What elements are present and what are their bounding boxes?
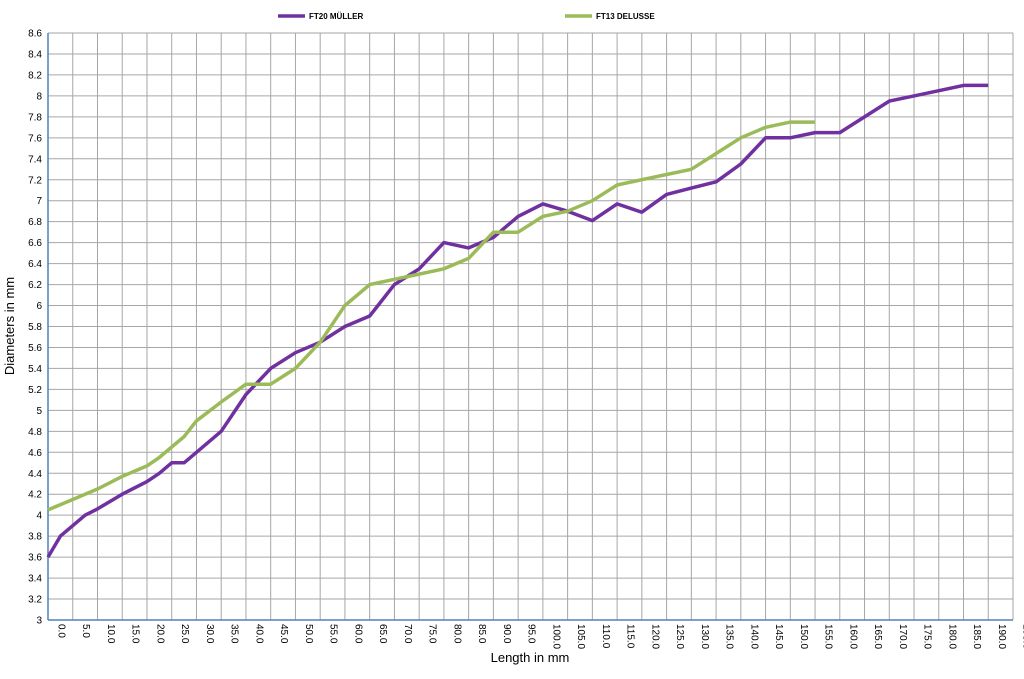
legend-label: FT13 DELUSSE	[596, 12, 655, 21]
y-tick-label: 5.8	[28, 322, 42, 333]
x-tick-label: 100.0	[550, 624, 561, 649]
y-tick-label: 8	[36, 91, 42, 102]
x-tick-label: 45.0	[278, 624, 289, 644]
y-tick-label: 3.2	[28, 595, 42, 606]
y-tick-label: 7	[36, 196, 42, 207]
y-tick-label: 5.4	[28, 364, 42, 375]
x-tick-label: 105.0	[575, 624, 586, 649]
x-tick-label: 75.0	[427, 624, 438, 644]
series-line	[48, 122, 815, 510]
y-tick-label: 6.6	[28, 238, 42, 249]
y-tick-label: 5.6	[28, 343, 42, 354]
y-tick-label: 4.2	[28, 490, 42, 501]
x-tick-label: 30.0	[204, 624, 215, 644]
x-tick-label: 170.0	[897, 624, 908, 649]
x-tick-label: 140.0	[748, 624, 759, 649]
y-axis-label: Diameters in mm	[2, 277, 17, 375]
y-tick-label: 5.2	[28, 385, 42, 396]
x-tick-label: 175.0	[922, 624, 933, 649]
y-tick-label: 7.6	[28, 133, 42, 144]
y-tick-label: 6.4	[28, 259, 42, 270]
x-tick-label: 180.0	[946, 624, 957, 649]
x-tick-label: 165.0	[872, 624, 883, 649]
x-tick-label: 185.0	[971, 624, 982, 649]
x-tick-label: 15.0	[130, 624, 141, 644]
y-tick-label: 7.2	[28, 175, 42, 186]
x-tick-label: 95.0	[526, 624, 537, 644]
x-tick-label: 55.0	[328, 624, 339, 644]
x-tick-label: 40.0	[253, 624, 264, 644]
y-tick-label: 7.8	[28, 112, 42, 123]
y-tick-label: 6.8	[28, 217, 42, 228]
x-tick-label: 135.0	[724, 624, 735, 649]
x-tick-label: 80.0	[451, 624, 462, 644]
y-tick-label: 3	[36, 616, 42, 627]
x-tick-label: 110.0	[600, 624, 611, 649]
x-axis-label: Length in mm	[491, 650, 570, 665]
x-tick-label: 125.0	[674, 624, 685, 649]
y-tick-label: 8.6	[28, 29, 42, 40]
x-tick-label: 85.0	[476, 624, 487, 644]
y-tick-label: 5	[36, 406, 42, 417]
y-tick-label: 4	[36, 511, 42, 522]
x-tick-label: 0.0	[56, 624, 67, 638]
legend-label: FT20 MÜLLER	[309, 12, 363, 21]
x-tick-label: 145.0	[773, 624, 784, 649]
y-tick-label: 4.6	[28, 448, 42, 459]
x-tick-label: 60.0	[352, 624, 363, 644]
y-tick-label: 8.4	[28, 49, 42, 60]
x-tick-label: 120.0	[649, 624, 660, 649]
y-tick-label: 3.6	[28, 553, 42, 564]
x-tick-label: 115.0	[625, 624, 636, 649]
x-tick-label: 190.0	[996, 624, 1007, 649]
x-tick-label: 25.0	[179, 624, 190, 644]
x-tick-label: 90.0	[501, 624, 512, 644]
y-tick-label: 3.4	[28, 574, 42, 585]
x-tick-label: 10.0	[105, 624, 116, 644]
x-tick-label: 155.0	[823, 624, 834, 649]
y-tick-label: 8.2	[28, 70, 42, 81]
x-tick-label: 20.0	[154, 624, 165, 644]
x-tick-label: 50.0	[303, 624, 314, 644]
y-tick-label: 6.2	[28, 280, 42, 291]
x-tick-label: 130.0	[699, 624, 710, 649]
y-tick-label: 7.4	[28, 154, 42, 165]
x-tick-label: 35.0	[229, 624, 240, 644]
y-tick-label: 4.8	[28, 427, 42, 438]
x-tick-label: 150.0	[798, 624, 809, 649]
x-tick-label: 160.0	[847, 624, 858, 649]
x-tick-label: 70.0	[402, 624, 413, 644]
x-tick-label: 65.0	[377, 624, 388, 644]
y-tick-label: 6	[36, 301, 42, 312]
x-tick-label: 195.0	[1021, 624, 1024, 649]
y-tick-label: 4.4	[28, 469, 42, 480]
y-tick-label: 3.8	[28, 532, 42, 543]
x-tick-label: 5.0	[80, 624, 91, 638]
